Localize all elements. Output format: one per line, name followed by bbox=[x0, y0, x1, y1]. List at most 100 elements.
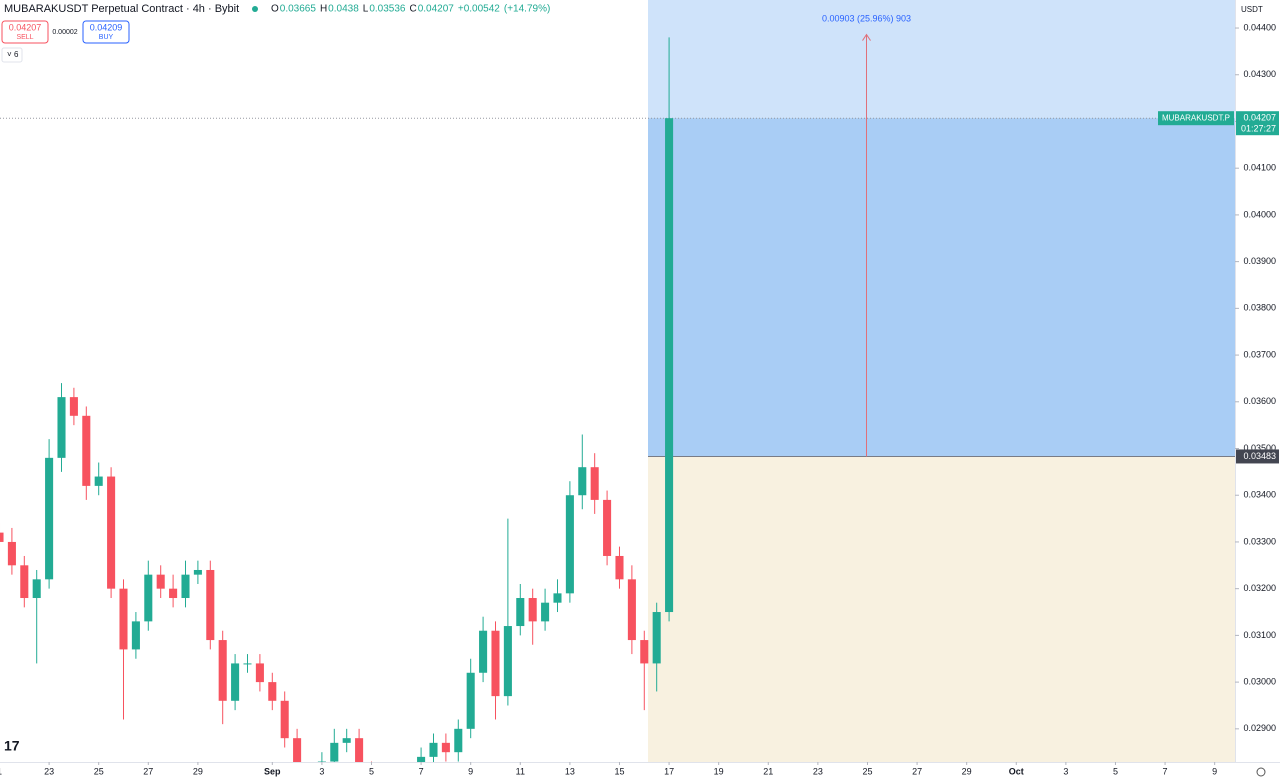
candle-body bbox=[479, 630, 488, 673]
x-tick-label: 23 bbox=[44, 766, 54, 776]
candle-body bbox=[255, 663, 264, 683]
settings-icon[interactable] bbox=[1256, 767, 1266, 777]
profit-label: 0.00903 (25.96%) 903 bbox=[822, 13, 911, 23]
x-tick-label: 5 bbox=[369, 766, 374, 776]
candle-body bbox=[119, 588, 128, 650]
candle-body bbox=[156, 574, 165, 589]
candle-body bbox=[454, 728, 463, 753]
candle-body bbox=[627, 579, 636, 641]
candle-body bbox=[144, 574, 153, 622]
plot-area bbox=[0, 0, 1235, 781]
candle-body bbox=[652, 612, 661, 664]
candle-body bbox=[7, 541, 16, 566]
spread: 0.00002 bbox=[52, 29, 77, 36]
candle-body bbox=[405, 776, 413, 781]
candle-body bbox=[181, 574, 190, 599]
sell-label: SELL bbox=[16, 34, 33, 41]
buy-label: BUY bbox=[99, 34, 114, 41]
x-tick-label: 21 bbox=[763, 766, 773, 776]
ohlc-value: 0.03536 bbox=[369, 4, 406, 15]
x-tick-label: 25 bbox=[862, 766, 872, 776]
candle-body bbox=[590, 467, 599, 500]
ohlc-label: C bbox=[409, 4, 416, 15]
entry-price: 0.03483 bbox=[1243, 451, 1276, 461]
candle-body bbox=[131, 621, 140, 650]
last-price: 0.04207 bbox=[1243, 113, 1276, 123]
y-tick-label: 0.04000 bbox=[1243, 209, 1276, 219]
ohlc-label: H bbox=[320, 4, 327, 15]
ohlc-label: O bbox=[271, 4, 279, 15]
y-tick-label: 0.03000 bbox=[1243, 676, 1276, 686]
x-tick-label: 25 bbox=[94, 766, 104, 776]
currency: USDT bbox=[1241, 5, 1263, 14]
x-tick-label: 17 bbox=[664, 766, 674, 776]
x-tick-label: 19 bbox=[714, 766, 724, 776]
candle-body bbox=[565, 495, 574, 594]
y-tick-label: 0.02900 bbox=[1243, 723, 1276, 733]
candle-body bbox=[578, 467, 587, 496]
candle-body bbox=[553, 593, 562, 603]
x-tick-label: 7 bbox=[1163, 766, 1168, 776]
ohlc-value: 0.04207 bbox=[418, 4, 455, 15]
ohlc: O 0.03665 H 0.0438 L 0.03536 C 0.04207 +0.00542 (… bbox=[271, 4, 550, 15]
sell-button[interactable] bbox=[1, 20, 49, 44]
y-tick-label: 0.03700 bbox=[1243, 349, 1276, 359]
indicator-count: 6 bbox=[14, 50, 19, 59]
entry-price-tag bbox=[1236, 449, 1279, 464]
candle-body bbox=[206, 569, 215, 641]
y-tick-label: 0.03600 bbox=[1243, 396, 1276, 406]
sell-price: 0.04207 bbox=[9, 22, 42, 32]
candle-body bbox=[218, 640, 227, 701]
candle-body bbox=[640, 640, 649, 664]
x-tick-label: 9 bbox=[1212, 766, 1217, 776]
candle-body bbox=[665, 118, 674, 613]
buy-button[interactable] bbox=[82, 20, 130, 44]
x-tick-label: 11 bbox=[516, 766, 525, 776]
x-tick-label: 29 bbox=[193, 766, 203, 776]
buy-price: 0.04209 bbox=[90, 22, 123, 32]
y-tick-label: 0.04400 bbox=[1243, 22, 1276, 32]
candle-body bbox=[516, 598, 525, 627]
candle-body bbox=[293, 738, 302, 762]
x-tick-label: 9 bbox=[468, 766, 473, 776]
stop-zone bbox=[648, 456, 1235, 762]
x-tick-label: Oct bbox=[1009, 766, 1024, 776]
y-tick-label: 0.04100 bbox=[1243, 163, 1276, 173]
countdown: 01:27:27 bbox=[1241, 124, 1276, 134]
x-tick-label: 29 bbox=[962, 766, 972, 776]
x-tick-label: Sep bbox=[264, 766, 281, 776]
candle-body bbox=[615, 555, 624, 580]
x-tick-label: 23 bbox=[813, 766, 823, 776]
status-dot bbox=[252, 6, 258, 12]
y-tick-label: 0.03200 bbox=[1243, 583, 1276, 593]
y-tick-label: 0.03800 bbox=[1243, 303, 1276, 313]
candle-body bbox=[429, 742, 438, 757]
y-tick-label: 0.03900 bbox=[1243, 256, 1276, 266]
last-price-tag bbox=[1236, 111, 1279, 136]
x-tick-label: 3 bbox=[319, 766, 324, 776]
x-tick-label: 7 bbox=[419, 766, 424, 776]
candle-body bbox=[169, 588, 178, 599]
change-pct: (+14.79%) bbox=[504, 4, 550, 15]
y-tick-label: 0.03100 bbox=[1243, 630, 1276, 640]
candle-body bbox=[57, 397, 66, 458]
indicator-toggle[interactable] bbox=[1, 47, 23, 63]
candle-body bbox=[466, 672, 475, 729]
candle-body bbox=[305, 776, 313, 781]
candle-body bbox=[541, 602, 550, 622]
ohlc-label: L bbox=[363, 4, 369, 15]
candle-body bbox=[32, 579, 41, 599]
candle-body bbox=[330, 742, 339, 762]
x-tick-label: 3 bbox=[1063, 766, 1068, 776]
candle-body bbox=[503, 626, 512, 697]
candle-body bbox=[82, 415, 91, 486]
x-tick-label: 27 bbox=[912, 766, 922, 776]
tv-logo: 17 bbox=[4, 738, 20, 754]
candle-body bbox=[0, 532, 4, 542]
symbol-tag bbox=[1158, 111, 1234, 126]
x-tick-label: 13 bbox=[565, 766, 575, 776]
y-tick-label: 0.03400 bbox=[1243, 490, 1276, 500]
candle-body bbox=[417, 756, 426, 762]
candle-body bbox=[231, 663, 240, 701]
